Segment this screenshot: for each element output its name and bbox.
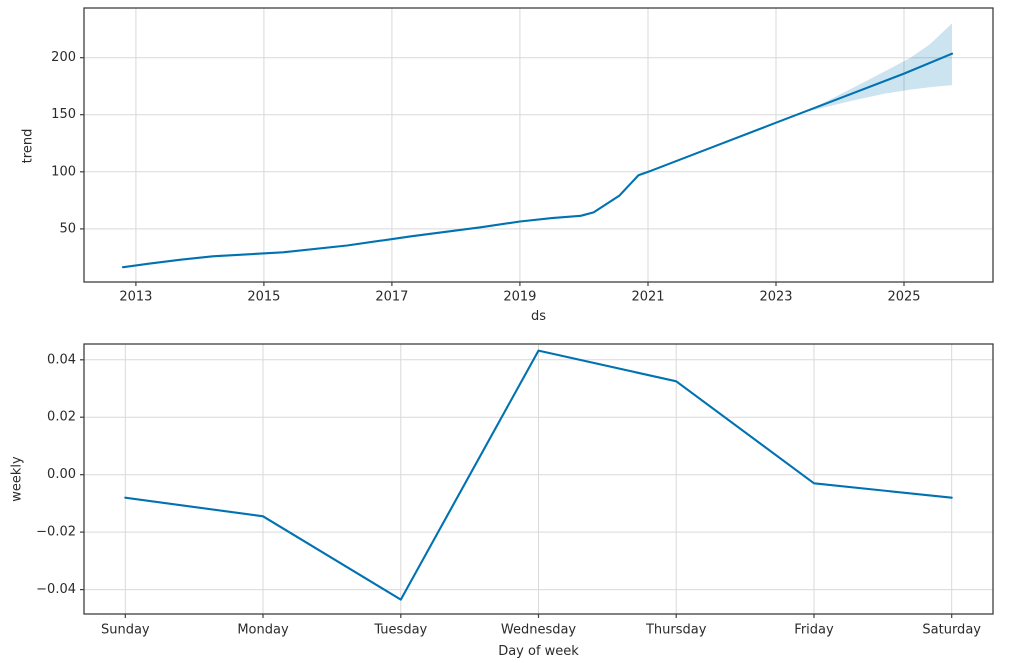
weekly-component-subplot: Sunday Monday Tuesday Wednesday Thursday Frid… bbox=[36, 343, 994, 638]
y-tick-label: 200 bbox=[51, 50, 76, 65]
x-tick-label: Tuesday bbox=[373, 623, 427, 638]
x-tick-label: 2015 bbox=[247, 290, 280, 305]
axes-background bbox=[84, 8, 993, 282]
y-tick-label: 100 bbox=[51, 164, 76, 179]
y-tick-label: 50 bbox=[59, 221, 76, 236]
x-tick-label: Thursday bbox=[645, 623, 707, 638]
day-of-week-x-axis-label: Day of week bbox=[498, 644, 579, 659]
trend-uncertainty-interval bbox=[801, 23, 952, 113]
y-tick-label: 0.02 bbox=[47, 410, 76, 425]
x-tick-label: Monday bbox=[237, 623, 289, 638]
x-tick-label: 2021 bbox=[631, 290, 664, 305]
ds-x-axis-label: ds bbox=[530, 309, 547, 324]
x-tick-label: Wednesday bbox=[501, 623, 577, 638]
x-tick-label: 2017 bbox=[375, 290, 408, 305]
x-tick-label: 2013 bbox=[119, 290, 152, 305]
y-tick-label: 0.00 bbox=[47, 467, 76, 482]
weekly-y-axis-label: weekly bbox=[9, 456, 25, 502]
x-tick-label: Saturday bbox=[922, 623, 981, 638]
x-tick-label: 2019 bbox=[503, 290, 536, 305]
y-tick-label: −0.02 bbox=[36, 525, 76, 540]
x-tick-label: Friday bbox=[794, 623, 834, 638]
x-tick-label: 2025 bbox=[887, 290, 920, 305]
y-tick-label: −0.04 bbox=[36, 582, 76, 597]
y-tick-label: 0.04 bbox=[47, 352, 76, 367]
y-tick-label: 150 bbox=[51, 107, 76, 122]
trend-line bbox=[121, 52, 954, 269]
x-tick-label: Sunday bbox=[101, 623, 150, 638]
x-tick-label: 2023 bbox=[759, 290, 792, 305]
axes-border bbox=[83, 7, 994, 283]
weekly-line bbox=[124, 349, 953, 601]
trend-y-axis-label: trend bbox=[20, 128, 36, 164]
trend-component-subplot: 2013 2015 2017 2019 2021 2023 2025 50 100 150 200 bbox=[51, 7, 994, 305]
